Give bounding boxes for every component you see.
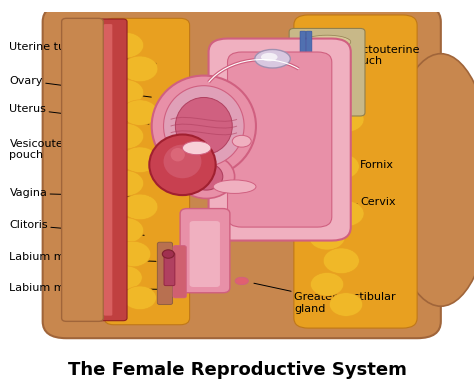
- Text: Vagina: Vagina: [9, 188, 149, 199]
- Ellipse shape: [149, 135, 216, 195]
- Ellipse shape: [108, 33, 144, 58]
- Ellipse shape: [108, 171, 144, 196]
- Ellipse shape: [171, 148, 185, 161]
- Ellipse shape: [303, 55, 351, 69]
- Ellipse shape: [190, 163, 223, 190]
- Ellipse shape: [108, 217, 144, 243]
- Text: Rectouterine
pouch: Rectouterine pouch: [287, 45, 420, 70]
- Ellipse shape: [122, 100, 158, 125]
- Ellipse shape: [303, 35, 351, 49]
- Ellipse shape: [115, 241, 151, 267]
- Ellipse shape: [122, 194, 158, 220]
- Ellipse shape: [123, 286, 156, 310]
- Ellipse shape: [323, 154, 359, 179]
- Ellipse shape: [329, 293, 363, 316]
- FancyBboxPatch shape: [98, 19, 127, 321]
- Ellipse shape: [319, 63, 355, 88]
- Text: Greater vestibular
gland: Greater vestibular gland: [254, 283, 395, 313]
- Ellipse shape: [328, 106, 364, 132]
- FancyBboxPatch shape: [104, 24, 112, 316]
- FancyBboxPatch shape: [190, 221, 220, 287]
- FancyBboxPatch shape: [180, 209, 230, 293]
- Ellipse shape: [108, 123, 144, 149]
- Ellipse shape: [309, 130, 345, 156]
- Ellipse shape: [309, 177, 345, 203]
- Text: Labium minus: Labium minus: [9, 252, 156, 262]
- Ellipse shape: [164, 86, 244, 166]
- Text: Ovary: Ovary: [9, 75, 151, 97]
- Ellipse shape: [175, 98, 232, 155]
- Text: Cervix: Cervix: [311, 197, 396, 208]
- Ellipse shape: [232, 135, 251, 147]
- Ellipse shape: [310, 272, 344, 296]
- Ellipse shape: [389, 54, 474, 306]
- Ellipse shape: [303, 96, 351, 109]
- Ellipse shape: [255, 50, 290, 68]
- Ellipse shape: [261, 53, 277, 61]
- FancyBboxPatch shape: [228, 52, 332, 227]
- Text: Fornix: Fornix: [316, 160, 394, 170]
- Ellipse shape: [178, 155, 235, 199]
- Text: Clitoris: Clitoris: [9, 221, 144, 235]
- Ellipse shape: [109, 266, 142, 289]
- FancyBboxPatch shape: [164, 253, 175, 286]
- Ellipse shape: [122, 147, 158, 173]
- FancyBboxPatch shape: [306, 31, 312, 113]
- Ellipse shape: [152, 75, 256, 176]
- Ellipse shape: [182, 141, 211, 155]
- Ellipse shape: [309, 224, 345, 250]
- FancyBboxPatch shape: [209, 39, 351, 241]
- Ellipse shape: [162, 250, 174, 258]
- FancyBboxPatch shape: [289, 29, 365, 116]
- FancyBboxPatch shape: [104, 18, 190, 325]
- Ellipse shape: [235, 277, 248, 285]
- Ellipse shape: [164, 145, 201, 178]
- Text: Uterine tube: Uterine tube: [9, 42, 156, 63]
- Ellipse shape: [323, 248, 359, 274]
- FancyBboxPatch shape: [300, 31, 306, 113]
- Ellipse shape: [304, 39, 340, 65]
- FancyBboxPatch shape: [43, 5, 441, 338]
- Text: Labium majus: Labium majus: [9, 283, 161, 293]
- Ellipse shape: [304, 86, 340, 112]
- Ellipse shape: [108, 80, 144, 105]
- Text: The Female Reproductive System: The Female Reproductive System: [68, 361, 406, 379]
- FancyBboxPatch shape: [294, 15, 417, 328]
- Text: Uterus: Uterus: [9, 104, 149, 124]
- Text: Vesicouterine
pouch: Vesicouterine pouch: [9, 139, 146, 161]
- FancyBboxPatch shape: [157, 242, 173, 305]
- FancyBboxPatch shape: [173, 246, 186, 298]
- FancyBboxPatch shape: [62, 18, 103, 321]
- Ellipse shape: [328, 201, 364, 226]
- Ellipse shape: [122, 56, 158, 82]
- Ellipse shape: [213, 180, 256, 194]
- Ellipse shape: [303, 75, 351, 89]
